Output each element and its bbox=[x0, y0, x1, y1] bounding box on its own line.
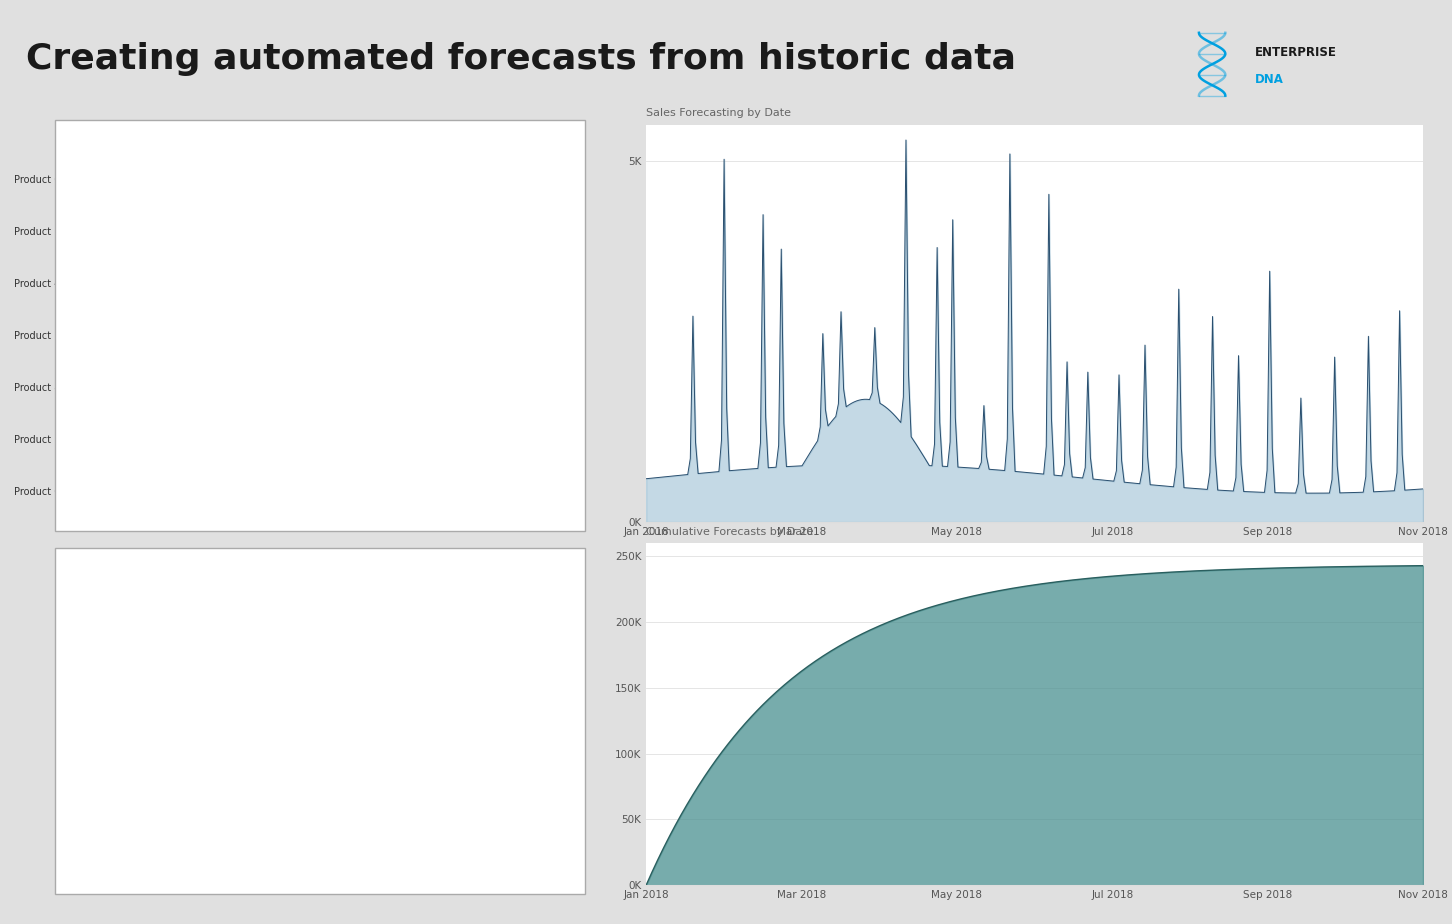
Text: 13/01/2018: 13/01/2018 bbox=[68, 622, 119, 631]
Text: 0.28M: 0.28M bbox=[473, 226, 501, 236]
Text: 31/01/2018: 31/01/2018 bbox=[68, 790, 119, 799]
Text: 2257: 2257 bbox=[296, 598, 318, 607]
Text: Total: Total bbox=[68, 847, 94, 857]
Text: 209901: 209901 bbox=[277, 847, 318, 857]
Text: 1,504.67: 1,504.67 bbox=[518, 598, 559, 607]
Text: Sales LY: Sales LY bbox=[182, 574, 225, 584]
Text: 0.23M: 0.23M bbox=[404, 383, 431, 392]
FancyBboxPatch shape bbox=[572, 230, 579, 315]
Text: Cumulative Forecasts by Date: Cumulative Forecasts by Date bbox=[646, 527, 813, 537]
Text: 0.29M: 0.29M bbox=[488, 175, 515, 184]
Text: 27/01/2018: 27/01/2018 bbox=[68, 766, 119, 775]
Text: Sales Forecasting by Date: Sales Forecasting by Date bbox=[646, 108, 791, 118]
Text: Product 84: Product 84 bbox=[486, 371, 546, 381]
Text: 2257: 2257 bbox=[391, 670, 414, 679]
Text: Sales Forecasting by Product Name: Sales Forecasting by Product Name bbox=[70, 131, 254, 141]
Text: 752.33: 752.33 bbox=[527, 814, 559, 822]
Text: 2/02/2018: 2/02/2018 bbox=[68, 814, 113, 822]
Text: ···: ··· bbox=[537, 123, 549, 132]
Bar bbox=[70, 269, 427, 298]
Bar bbox=[70, 372, 401, 401]
Text: 2257: 2257 bbox=[203, 622, 225, 631]
Text: 752.33: 752.33 bbox=[527, 694, 559, 703]
Text: 24/01/2018: 24/01/2018 bbox=[68, 718, 119, 727]
Text: PRODUCT NAME: PRODUCT NAME bbox=[338, 371, 401, 381]
Text: 2257: 2257 bbox=[203, 694, 225, 703]
Text: 752.33: 752.33 bbox=[527, 790, 559, 799]
Text: 4,514.00: 4,514.00 bbox=[518, 742, 559, 751]
Text: DNA: DNA bbox=[1255, 73, 1284, 87]
Text: 0.24M: 0.24M bbox=[415, 331, 443, 339]
Text: 0.22M: 0.22M bbox=[395, 434, 423, 444]
Bar bbox=[70, 321, 412, 349]
Text: 752.33: 752.33 bbox=[527, 670, 559, 679]
Text: SALES FORECASTING: SALES FORECASTING bbox=[338, 410, 418, 419]
Text: 0.25M: 0.25M bbox=[430, 278, 457, 287]
Text: 3,009.33: 3,009.33 bbox=[518, 718, 559, 727]
Bar bbox=[70, 424, 392, 453]
Bar bbox=[70, 477, 385, 505]
FancyBboxPatch shape bbox=[572, 797, 579, 880]
Bar bbox=[70, 217, 470, 246]
Text: 243,003.67: 243,003.67 bbox=[497, 847, 559, 857]
Text: Date: Date bbox=[68, 574, 93, 584]
Text: 2,257.00: 2,257.00 bbox=[518, 766, 559, 775]
Text: 2257: 2257 bbox=[296, 742, 318, 751]
Text: Creating automated forecasts from historic data: Creating automated forecasts from histor… bbox=[26, 42, 1016, 76]
Text: Sales Forecasting: Sales Forecasting bbox=[462, 574, 559, 584]
Text: 268583: 268583 bbox=[373, 847, 414, 857]
Text: 2257: 2257 bbox=[391, 598, 414, 607]
Text: 19/01/2018: 19/01/2018 bbox=[68, 694, 119, 703]
Text: 3,009.33: 3,009.33 bbox=[518, 646, 559, 655]
Text: 2257: 2257 bbox=[296, 790, 318, 799]
Text: 0.22M: 0.22M bbox=[388, 486, 415, 495]
Text: 752.33: 752.33 bbox=[527, 622, 559, 631]
Text: —  —  —: — — — bbox=[289, 123, 331, 132]
Text: 15/01/2018: 15/01/2018 bbox=[68, 646, 119, 655]
Text: 16/01/2018: 16/01/2018 bbox=[68, 670, 119, 679]
Text: 250527: 250527 bbox=[186, 847, 225, 857]
Text: ENTERPRISE: ENTERPRISE bbox=[1255, 46, 1337, 59]
Bar bbox=[70, 164, 485, 193]
Text: 2257: 2257 bbox=[391, 814, 414, 822]
Text: 6771: 6771 bbox=[203, 766, 225, 775]
Text: 231,228.00: 231,228.00 bbox=[486, 410, 547, 420]
Text: 9028: 9028 bbox=[391, 718, 414, 727]
Text: ⊡: ⊡ bbox=[485, 123, 495, 132]
Text: 9028: 9028 bbox=[295, 646, 318, 655]
Text: 12/01/2018: 12/01/2018 bbox=[68, 598, 119, 607]
Text: 25/01/2018: 25/01/2018 bbox=[68, 742, 119, 751]
Text: 11285: 11285 bbox=[197, 742, 225, 751]
Text: Sales 3Yrs Ago: Sales 3Yrs Ago bbox=[331, 574, 414, 584]
Text: Sales 2Yrs Ago: Sales 2Yrs Ago bbox=[237, 574, 318, 584]
